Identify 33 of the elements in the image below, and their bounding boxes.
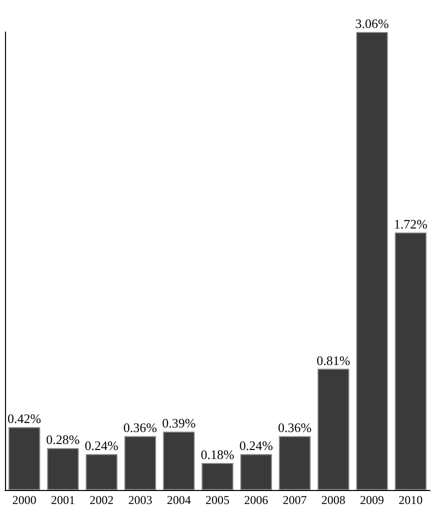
bar xyxy=(240,454,272,490)
x-tick-label: 2002 xyxy=(90,493,114,507)
bar xyxy=(163,432,195,490)
x-tick-label: 2005 xyxy=(206,493,230,507)
bar xyxy=(47,448,79,490)
data-label: 0.36% xyxy=(123,420,158,436)
x-tick-label: 2009 xyxy=(360,493,384,507)
data-label: 0.24% xyxy=(84,438,119,454)
bar xyxy=(318,368,350,490)
data-label: 0.39% xyxy=(162,416,196,431)
bar xyxy=(86,454,118,490)
data-label: 0.18% xyxy=(200,447,234,462)
x-tick-label: 2004 xyxy=(166,493,191,507)
data-label: 0.28% xyxy=(46,432,80,448)
x-tick-label: 2007 xyxy=(282,493,307,507)
data-label: 0.24% xyxy=(239,438,274,454)
bar xyxy=(202,463,234,490)
bar xyxy=(356,32,388,490)
data-label: 3.06% xyxy=(355,16,389,31)
data-label: 0.81% xyxy=(316,352,350,368)
data-label: 1.72% xyxy=(394,216,428,232)
x-tick-label: 2006 xyxy=(244,493,268,507)
bar xyxy=(124,436,156,490)
x-tick-label: 2008 xyxy=(321,493,346,507)
x-tick-label: 2003 xyxy=(128,493,152,507)
data-label: 0.42% xyxy=(8,411,42,426)
x-tick-label: 2010 xyxy=(398,493,423,507)
x-tick-label: 2001 xyxy=(50,493,75,507)
bar xyxy=(278,436,311,490)
data-label: 0.36% xyxy=(278,420,312,436)
bar xyxy=(394,232,427,490)
bar xyxy=(8,427,40,490)
x-tick-label: 2000 xyxy=(12,493,36,507)
